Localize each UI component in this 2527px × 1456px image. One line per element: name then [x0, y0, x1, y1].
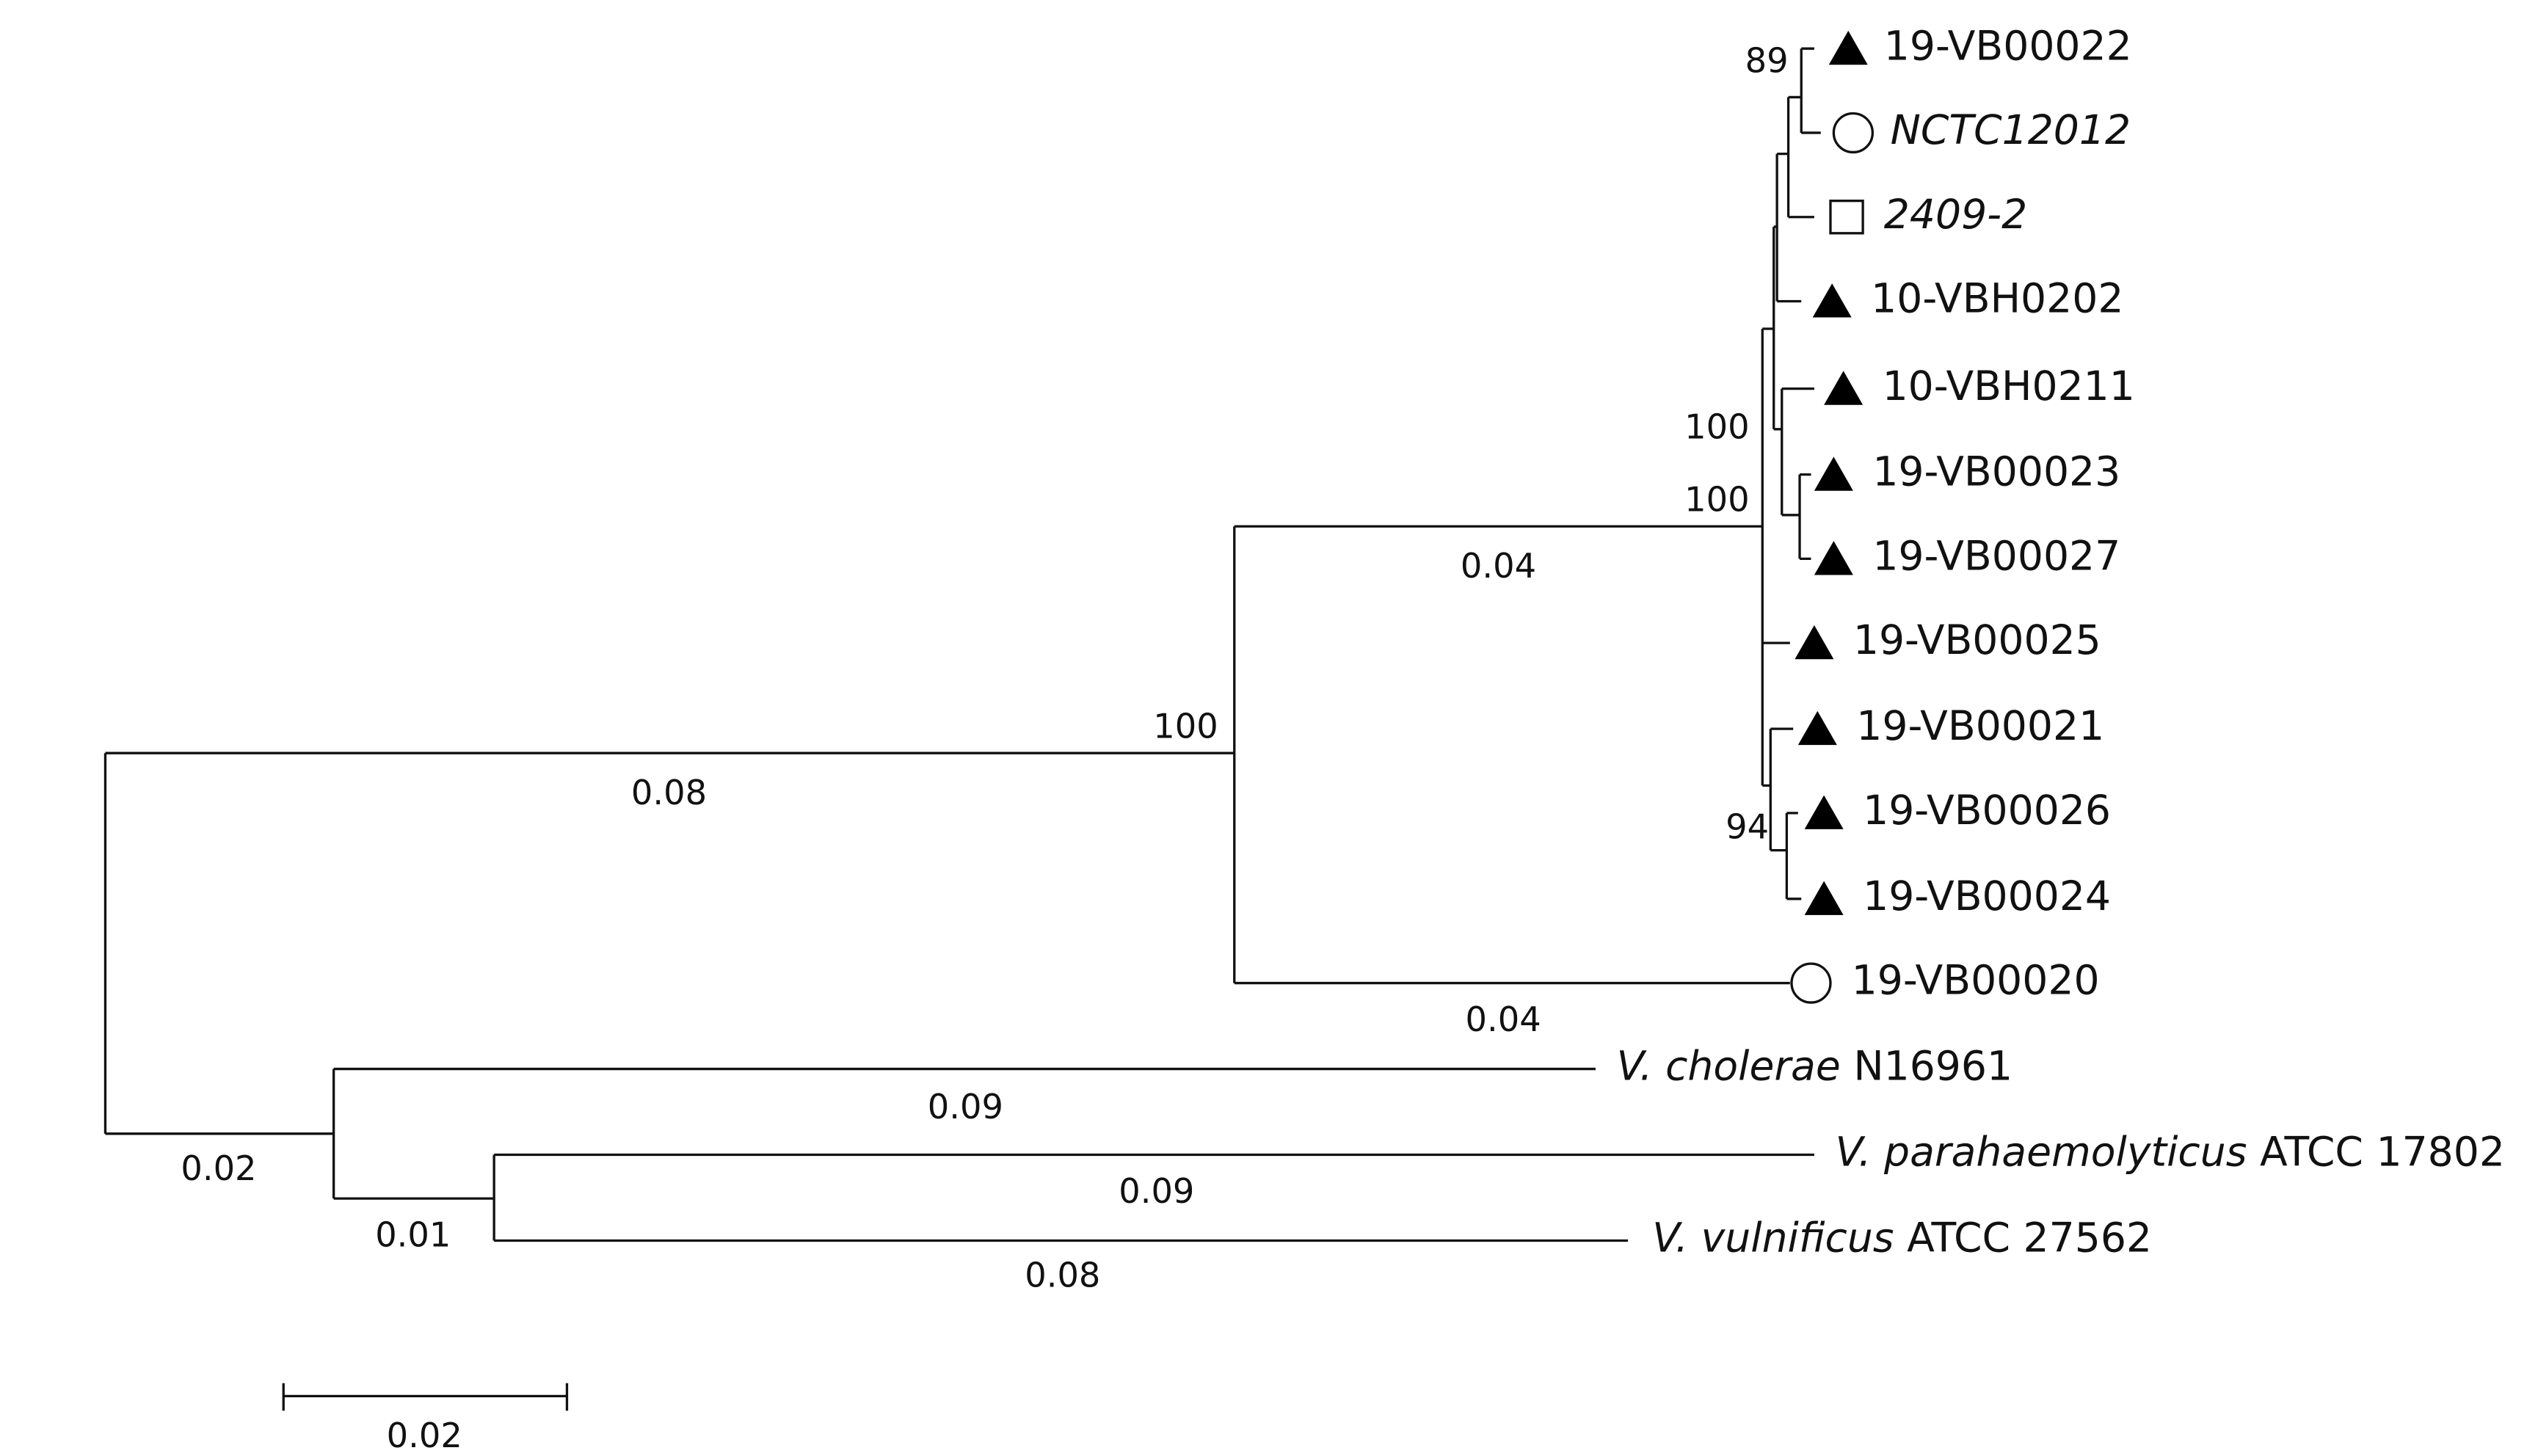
leaf-label: 19-VB00023	[1872, 449, 2120, 496]
triangle-marker	[1804, 881, 1844, 915]
branch-length: 0.08	[1025, 1256, 1100, 1295]
triangle-marker	[1814, 541, 1853, 575]
triangle-marker	[1828, 30, 1868, 65]
species-name: V. vulnificus	[1652, 1215, 1894, 1262]
leaf-label: 19-VB00020	[1852, 958, 2100, 1005]
bootstrap-value: 89	[1745, 41, 1789, 81]
branch-length: 0.09	[928, 1087, 1003, 1126]
triangle-marker	[1812, 283, 1852, 318]
tree-branches	[103, 47, 1821, 1242]
leaf-label: 19-VB00026	[1863, 787, 2111, 834]
leaf-label: NCTC12012	[1891, 107, 2131, 154]
square-marker	[1829, 200, 1864, 235]
scale-bar	[282, 1383, 569, 1411]
leaf-label: 19-VB00027	[1872, 534, 2120, 580]
leaf-label: 19-VB00025	[1853, 617, 2101, 664]
species-label: V. cholerae N16961	[1617, 1044, 2012, 1091]
bootstrap-value: 100	[1684, 407, 1749, 446]
species-name: V. cholerae	[1617, 1044, 1841, 1091]
leaf-label: 2409-2	[1884, 192, 2027, 239]
scale-bar-label: 0.02	[387, 1416, 462, 1455]
branch-length: 0.09	[1119, 1171, 1194, 1211]
branch-length: 0.04	[1466, 1000, 1541, 1039]
strain-name: N16961	[1853, 1044, 2012, 1091]
leaf-label: 10-VBH0202	[1871, 276, 2123, 323]
triangle-marker	[1797, 710, 1837, 746]
circle-marker	[1790, 962, 1832, 1004]
branch-length: 0.04	[1461, 546, 1536, 586]
leaf-label: 10-VBH0211	[1883, 363, 2135, 410]
triangle-marker	[1795, 625, 1834, 660]
circle-marker	[1832, 112, 1875, 154]
bootstrap-value: 100	[1153, 707, 1218, 746]
triangle-marker	[1814, 456, 1853, 491]
leaf-label: 19-VB00024	[1863, 873, 2111, 920]
strain-name: ATCC 27562	[1907, 1215, 2152, 1262]
leaf-label: 19-VB00021	[1856, 703, 2104, 750]
bootstrap-value: 100	[1684, 480, 1749, 520]
species-label: V. parahaemolyticus ATCC 17802	[1836, 1129, 2505, 1176]
species-name: V. parahaemolyticus	[1836, 1129, 2247, 1176]
branch-length: 0.02	[181, 1149, 256, 1188]
strain-name: ATCC 17802	[2260, 1129, 2505, 1176]
branch-length: 0.08	[631, 773, 707, 812]
leaf-label: 19-VB00022	[1884, 23, 2132, 70]
triangle-marker	[1824, 371, 1864, 405]
branch-length: 0.01	[375, 1215, 451, 1255]
triangle-marker	[1804, 795, 1844, 829]
bootstrap-value: 94	[1726, 807, 1769, 846]
species-label: V. vulnificus ATCC 27562	[1652, 1215, 2152, 1262]
